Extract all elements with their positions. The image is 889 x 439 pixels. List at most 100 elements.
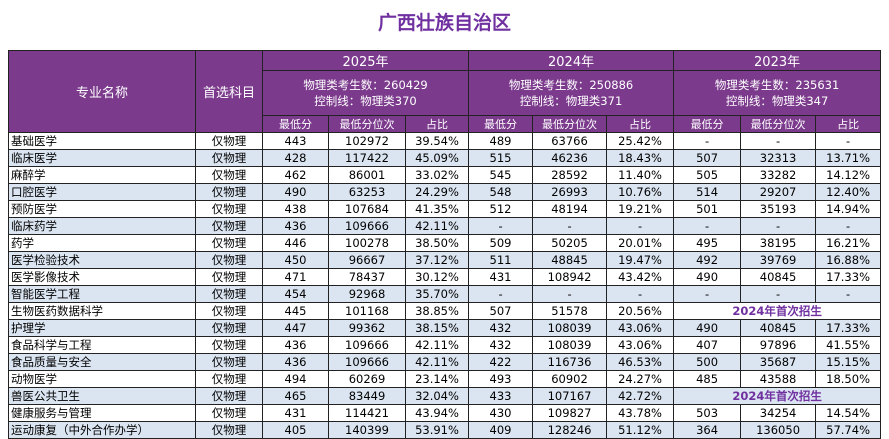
- cell: 35.70%: [404, 285, 470, 303]
- cell: 495: [673, 234, 742, 252]
- table-row: 临床药学 仅物理 436 109666 42.11% - - - - - -: [8, 217, 882, 235]
- cell: -: [606, 217, 675, 235]
- cell: -: [740, 285, 817, 303]
- cell: 28592: [532, 166, 608, 184]
- cell: 409: [468, 421, 534, 439]
- cell: -: [606, 285, 675, 303]
- cell: 43.06%: [606, 319, 675, 337]
- table-row: 基础医学 仅物理 443 102972 39.54% 489 63766 25.42% - - -: [8, 132, 882, 150]
- cell: 48845: [532, 251, 608, 269]
- cell: 493: [468, 370, 534, 388]
- cell: 39.54%: [404, 132, 470, 150]
- cell: 50205: [532, 234, 608, 252]
- cell: 109666: [328, 336, 406, 354]
- cell: 35193: [740, 200, 817, 218]
- cell: 505: [673, 166, 742, 184]
- table-header: 专业名称 首选科目 2025年 2024年 2023年 物理类考生数：260429 控制线：…: [8, 50, 882, 133]
- cell: 仅物理: [195, 421, 263, 439]
- cell: 43.06%: [606, 336, 675, 354]
- cell: 运动康复（中外合作办学）: [8, 421, 196, 439]
- cell: 仅物理: [195, 404, 263, 422]
- cell: 临床医学: [8, 149, 196, 167]
- cell: -: [815, 285, 882, 303]
- info-line: 物理类考生数：250886: [508, 78, 634, 92]
- cell: 15.15%: [815, 353, 882, 371]
- cell: 140399: [328, 421, 406, 439]
- cell: 515: [468, 149, 534, 167]
- cell: 食品质量与安全: [8, 353, 196, 371]
- cell: 仅物理: [195, 353, 263, 371]
- cell: 口腔医学: [8, 183, 196, 201]
- cell: 116736: [532, 353, 608, 371]
- year-info: 物理类考生数：235631 控制线：物理类347: [673, 70, 882, 116]
- cell: 29207: [740, 183, 817, 201]
- cell: 446: [262, 234, 329, 252]
- title: 广西壮族自治区: [377, 12, 511, 34]
- cell: 83449: [328, 387, 406, 405]
- cell: 23.14%: [404, 370, 470, 388]
- table-row: 生物医药数据科学 仅物理 445 101168 38.85% 507 51578 20.56%…: [8, 302, 882, 320]
- cell: 25.42%: [606, 132, 675, 150]
- cell: 32.04%: [404, 387, 470, 405]
- cell: 护理学: [8, 319, 196, 337]
- cell: 医学检验技术: [8, 251, 196, 269]
- cell: 431: [468, 268, 534, 286]
- cell: 490: [673, 268, 742, 286]
- cell: 仅物理: [195, 302, 263, 320]
- column-header: 首选科目: [195, 50, 263, 133]
- cell: -: [532, 217, 608, 235]
- cell: 38.50%: [404, 234, 470, 252]
- table-row: 兽医公共卫生 仅物理 465 83449 32.04% 433 107167 42.72% 20…: [8, 387, 882, 405]
- cell: 仅物理: [195, 183, 263, 201]
- cell: 仅物理: [195, 268, 263, 286]
- cell: 26993: [532, 183, 608, 201]
- cell: 仅物理: [195, 370, 263, 388]
- cell: 24.29%: [404, 183, 470, 201]
- table-row: 麻醉学 仅物理 462 86001 33.02% 545 28592 11.40% 505 332…: [8, 166, 882, 184]
- cell: 471: [262, 268, 329, 286]
- cell: 18.43%: [606, 149, 675, 167]
- info-line: 物理类考生数：260429: [303, 78, 428, 92]
- cell: 33282: [740, 166, 817, 184]
- cell: 37.12%: [404, 251, 470, 269]
- sub-header: 最低分: [262, 115, 329, 133]
- cell: 14.94%: [815, 200, 882, 218]
- cell: 432: [468, 336, 534, 354]
- cell: 503: [673, 404, 742, 422]
- cell: 108039: [532, 319, 608, 337]
- cell: 428: [262, 149, 329, 167]
- cell: 10.76%: [606, 183, 675, 201]
- cell: 42.11%: [404, 217, 470, 235]
- cell: 422: [468, 353, 534, 371]
- cell: 405: [262, 421, 329, 439]
- cell: 509: [468, 234, 534, 252]
- cell: 38.15%: [404, 319, 470, 337]
- table-row: 运动康复（中外合作办学） 仅物理 405 140399 53.91% 409 128246 5…: [8, 421, 882, 439]
- sub-header: 最低分位次: [532, 115, 608, 133]
- cell: -: [815, 132, 882, 150]
- cell: 麻醉学: [8, 166, 196, 184]
- cell: 507: [673, 149, 742, 167]
- cell: 40845: [740, 319, 817, 337]
- cell: 仅物理: [195, 319, 263, 337]
- cell: 42.11%: [404, 336, 470, 354]
- cell: 智能医学工程: [8, 285, 196, 303]
- cell: 13.71%: [815, 149, 882, 167]
- cell: 109666: [328, 353, 406, 371]
- cell: 食品科学与工程: [8, 336, 196, 354]
- cell: 57.74%: [815, 421, 882, 439]
- cell: 438: [262, 200, 329, 218]
- year-header: 2025年: [261, 50, 470, 71]
- cell: 512: [468, 200, 534, 218]
- table-body: 基础医学 仅物理 443 102972 39.54% 489 63766 25.42% - - - 临…: [8, 132, 882, 439]
- cell: 仅物理: [195, 200, 263, 218]
- cell: 60902: [532, 370, 608, 388]
- cell: 17.33%: [815, 319, 882, 337]
- cell: 51.12%: [606, 421, 675, 439]
- cell: 动物医学: [8, 370, 196, 388]
- cell: -: [468, 285, 534, 303]
- table-row: 口腔医学 仅物理 490 63253 24.29% 548 26993 10.76% 514 29…: [8, 183, 882, 201]
- cell: 364: [673, 421, 742, 439]
- cell: 生物医药数据科学: [8, 302, 196, 320]
- cell: 38195: [740, 234, 817, 252]
